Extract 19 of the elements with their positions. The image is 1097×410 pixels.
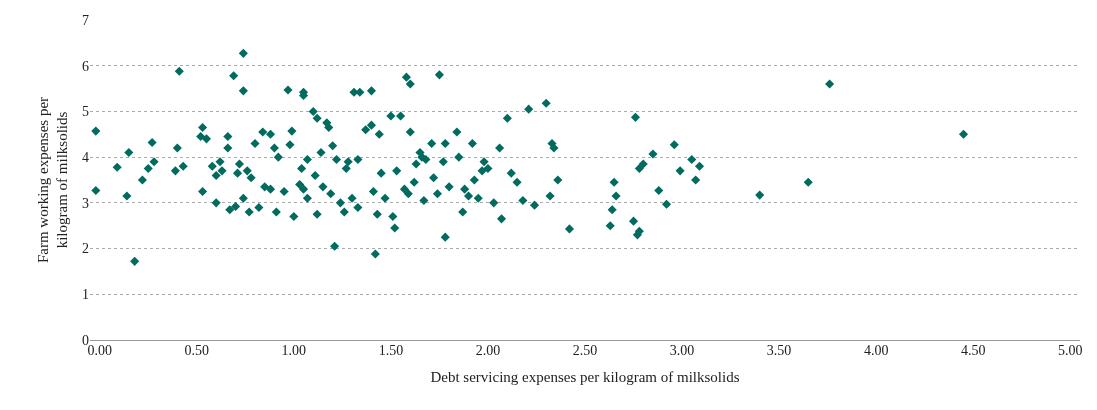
y-tick-label: 7	[82, 12, 89, 28]
x-axis-title: Debt servicing expenses per kilogram of milksolids	[430, 369, 740, 385]
y-tick-label: 1	[82, 287, 89, 303]
y-tick-label: 2	[82, 241, 89, 257]
x-tick-label: 4.50	[960, 343, 986, 358]
x-tick-label: 1.00	[281, 343, 307, 358]
y-tick-label: 4	[82, 150, 89, 166]
y-axis-title: Farm working expenses per kilogram of milksolids	[34, 96, 71, 264]
x-tick-label: 1.50	[378, 343, 404, 358]
x-tick-label: 5.00	[1058, 343, 1083, 358]
y-tick-label: 6	[82, 58, 89, 74]
y-tick-label: 3	[82, 195, 89, 211]
x-tick-label: 0.50	[184, 343, 210, 358]
x-tick-label: 3.00	[669, 343, 695, 358]
x-tick-label: 2.00	[475, 343, 501, 358]
x-tick-label: 3.50	[766, 343, 792, 358]
x-tick-label: 2.50	[572, 343, 598, 358]
x-tick-label: 4.00	[863, 343, 889, 358]
y-tick-label: 5	[82, 104, 89, 120]
